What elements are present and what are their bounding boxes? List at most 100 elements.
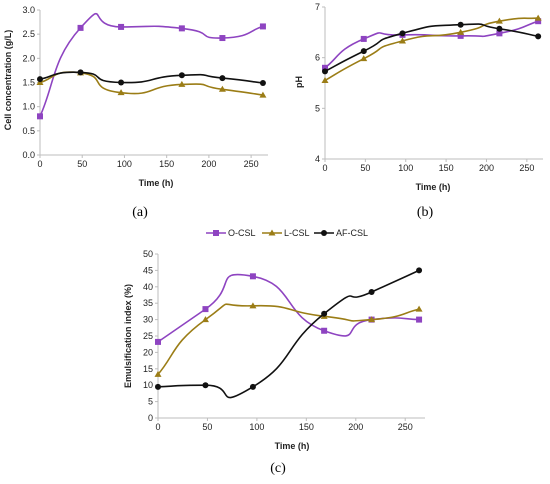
panel-b-point-l-csl (534, 14, 542, 21)
panel-a-x-tick-label: 100 (117, 159, 132, 169)
panel-b-point-af-csl (399, 30, 406, 37)
panel-b-x-tick-label: 0 (322, 163, 327, 173)
panel-c-point-af-csl (155, 383, 161, 390)
panel-b-line-l-csl (324, 17, 539, 82)
panel-c-y-tick-label: 0 (148, 413, 153, 423)
legend-item-l-csl: L-CSL (262, 228, 310, 238)
panel-b-point-o-csl (322, 64, 328, 71)
panel-c-x-tick-label: 150 (299, 422, 314, 432)
panel-b-point-o-csl (496, 30, 503, 37)
panel-a-point-af-csl (77, 69, 84, 76)
panel-b-point-af-csl (322, 68, 328, 75)
panel-c-point-o-csl (416, 316, 423, 323)
panel-b-point-l-csl (457, 28, 465, 35)
panel-a-y-tick-label: 0.0 (22, 150, 35, 160)
panel-c-x-tick-label: 0 (155, 422, 160, 432)
panel-b-point-l-csl (321, 76, 329, 83)
panel-a-y-tick-label: 1.5 (22, 78, 35, 88)
panel-a-x-tick-label: 250 (244, 159, 259, 169)
panel-a-line-l-csl (39, 71, 264, 96)
panel-c-x-axis-title: Time (h) (275, 441, 310, 451)
panel-b-label: (b) (417, 205, 434, 220)
panel-a-label: (a) (132, 205, 148, 220)
panel-c-point-l-csl (249, 302, 257, 309)
panel-b-point-af-csl (457, 21, 464, 28)
panel-a-series-af-csl (37, 69, 266, 86)
panel-b-y-tick-label: 4 (315, 154, 320, 164)
panel-a-x-axis-title: Time (h) (139, 178, 174, 188)
panel-a-point-l-csl (178, 80, 186, 87)
panel-b-point-o-csl (360, 35, 367, 42)
panel-b-point-af-csl (496, 25, 503, 32)
panel-a-x-tick-label: 150 (159, 159, 174, 169)
panel-c-label: (c) (270, 461, 286, 476)
panel-b-x-axis-title: Time (h) (416, 182, 451, 192)
panel-a-point-af-csl (118, 79, 125, 86)
panel-b-x-tick-label: 200 (479, 163, 494, 173)
panel-a-y-tick-label: 0.5 (22, 126, 35, 136)
panel-b-point-af-csl (360, 48, 367, 55)
panel-c-point-af-csl (249, 383, 256, 390)
panel-a-point-o-csl (259, 23, 266, 30)
panel-b-ph-chart: pH Time (h) (b) 4 5 6 7 0 50 100 150 200 250 (294, 2, 543, 220)
legend-marker-l-csl (268, 229, 276, 236)
panel-b-x-tick-label: 50 (360, 163, 370, 173)
panel-a-cell-concentration-chart: Cell concentration (g/L) Time (h) (a) 0.… (3, 5, 268, 220)
panel-c-point-af-csl (368, 289, 375, 296)
panel-a-series-l-csl (36, 69, 267, 98)
panel-a-point-l-csl (218, 85, 226, 92)
panel-c-point-o-csl (202, 306, 209, 313)
panel-c-point-af-csl (321, 310, 328, 317)
legend-marker-af-csl (321, 230, 327, 236)
panel-a-x-tick-label: 200 (201, 159, 216, 169)
panel-c-point-af-csl (202, 382, 209, 389)
panel-b-y-tick-label: 6 (315, 53, 320, 63)
panel-c-x-tick-label: 200 (348, 422, 363, 432)
panel-c-y-tick-label: 40 (143, 282, 153, 292)
panel-a-y-tick-label: 2.5 (22, 29, 35, 39)
panel-a-x-tick-label: 50 (77, 159, 87, 169)
panel-c-point-l-csl (415, 305, 423, 312)
panel-a-line-o-csl (39, 12, 264, 117)
panel-c-y-tick-label: 50 (143, 249, 153, 259)
panel-c-point-o-csl (249, 273, 256, 280)
panel-c-x-tick-label: 50 (202, 422, 212, 432)
legend: O-CSL L-CSL AF-CSL (206, 228, 368, 238)
panel-a-point-o-csl (37, 113, 43, 120)
panel-b-y-tick-label: 7 (315, 2, 320, 12)
panel-b-point-o-csl (535, 18, 542, 25)
legend-label-l-csl: L-CSL (284, 228, 310, 238)
panel-c-y-axis-title: Emulsification index (%) (123, 284, 133, 388)
panel-a-point-o-csl (77, 24, 84, 31)
legend-item-af-csl: AF-CSL (314, 228, 368, 238)
panel-c-y-tick-label: 10 (143, 380, 153, 390)
panel-b-y-tick-label: 5 (315, 103, 320, 113)
panel-c-x-tick-label: 250 (398, 422, 413, 432)
panel-c-point-l-csl (368, 316, 376, 323)
panel-b-x-tick-label: 100 (398, 163, 413, 173)
panel-a-point-af-csl (178, 72, 185, 79)
panel-c-x-tick-label: 100 (249, 422, 264, 432)
legend-label-af-csl: AF-CSL (336, 228, 368, 238)
panel-c-point-af-csl (416, 267, 423, 274)
panel-a-line-af-csl (39, 71, 263, 84)
panel-b-y-axis-title: pH (294, 76, 304, 88)
panel-a-y-tick-label: 2.0 (22, 53, 35, 63)
panel-a-y-tick-label: 3.0 (22, 5, 35, 15)
panel-c-y-tick-label: 15 (143, 364, 153, 374)
panel-b-point-o-csl (457, 32, 464, 39)
panel-a-point-af-csl (259, 79, 266, 86)
legend-marker-o-csl (213, 230, 219, 236)
panel-a-point-l-csl (259, 91, 267, 98)
panel-c-series-l-csl (154, 302, 423, 377)
panel-b-series-af-csl (322, 21, 542, 75)
legend-item-o-csl: O-CSL (206, 228, 256, 238)
panel-c-line-af-csl (157, 269, 420, 399)
panel-c-y-tick-label: 45 (143, 265, 153, 275)
panel-b-series-l-csl (321, 14, 542, 83)
legend-label-o-csl: O-CSL (228, 228, 256, 238)
panel-b-point-l-csl (360, 55, 368, 62)
panel-b-point-af-csl (535, 33, 542, 40)
panel-c-y-tick-label: 20 (143, 347, 153, 357)
panel-a-y-axis-title: Cell concentration (g/L) (3, 30, 13, 131)
